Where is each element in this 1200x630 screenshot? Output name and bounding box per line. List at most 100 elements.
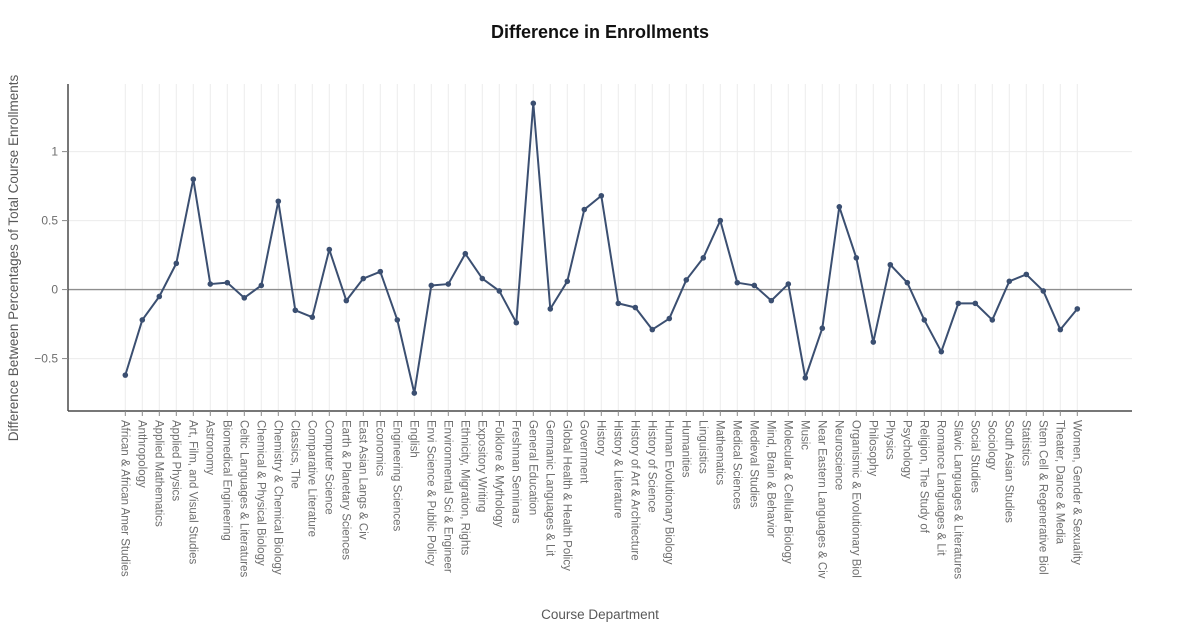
data-point: [309, 314, 316, 320]
category-label: Social Studies: [969, 420, 981, 493]
data-point: [717, 217, 724, 224]
category-label: Applied Physics: [170, 420, 182, 501]
category-label: Mind, Brain & Behavior: [765, 420, 777, 538]
data-point: [1040, 288, 1047, 294]
category-label: Chemistry & Chemical Biology: [272, 420, 284, 575]
data-point: [173, 260, 180, 267]
data-point: [802, 375, 809, 381]
data-point: [921, 317, 928, 323]
category-label: History: [595, 420, 607, 456]
category-label: History & Literature: [612, 420, 624, 518]
data-point: [1023, 271, 1030, 278]
category-label: Romance Languages & Lit: [935, 420, 947, 556]
category-label: Freshman Seminars: [510, 420, 522, 524]
category-label: Mathematics: [714, 420, 726, 485]
category-label: Astronomy: [204, 420, 216, 475]
category-label: Psychology: [901, 420, 913, 479]
category-label: Physics: [884, 420, 896, 460]
category-label: Envi Science & Public Policy: [425, 420, 437, 566]
category-label: Music: [799, 420, 811, 450]
data-point: [819, 325, 826, 332]
category-label: Germanic Languages & Lit: [544, 420, 556, 557]
category-label: Sociology: [986, 420, 998, 470]
category-label: Medieval Studies: [748, 420, 760, 508]
category-label: Anthropology: [136, 420, 148, 488]
data-point: [751, 282, 758, 289]
data-point: [122, 372, 129, 378]
data-point: [241, 295, 248, 301]
data-point: [190, 176, 197, 183]
category-label: Earth & Planetary Sciences: [340, 420, 352, 560]
data-point: [649, 326, 656, 333]
data-point: [836, 203, 843, 210]
data-point: [394, 317, 401, 323]
data-point: [462, 250, 469, 257]
data-point: [853, 255, 860, 261]
data-point: [632, 304, 639, 311]
category-label: Engineering Sciences: [391, 420, 403, 531]
data-point: [513, 319, 520, 326]
category-label: Expository Writing: [476, 420, 488, 512]
category-label: Economics: [374, 420, 386, 476]
chart-title: Difference in Enrollments: [490, 22, 710, 42]
category-label: Linguistics: [697, 420, 709, 474]
data-point: [887, 261, 894, 268]
category-label: Theater, Dance & Media: [1054, 420, 1066, 545]
category-label: Women, Gender & Sexuality: [1071, 420, 1083, 565]
data-point: [700, 255, 707, 261]
data-point: [547, 306, 554, 312]
category-label: Biomedical Engineering: [221, 420, 233, 541]
data-point: [292, 307, 299, 314]
category-label: South Asian Studies: [1003, 420, 1015, 523]
data-point: [258, 282, 265, 289]
data-point: [479, 275, 486, 282]
category-label: Human Evolutionary Biology: [663, 420, 675, 565]
data-point: [275, 198, 282, 205]
data-point: [326, 246, 333, 253]
category-label: Applied Mathematics: [153, 420, 165, 527]
data-point: [445, 281, 452, 287]
category-label: Comparative Literature: [306, 420, 318, 537]
category-label: Organismic & Evolutionary Biol: [850, 420, 862, 578]
data-point: [972, 300, 979, 307]
category-label: English: [408, 420, 420, 458]
data-point: [156, 293, 163, 300]
category-label: Art, Film, and Visual Studies: [187, 420, 199, 564]
data-point: [955, 300, 962, 307]
data-point: [870, 339, 877, 345]
data-point: [734, 279, 741, 286]
category-label: General Education: [527, 420, 539, 515]
data-point: [581, 206, 588, 213]
data-point: [904, 279, 911, 286]
data-point: [496, 288, 503, 294]
category-label: Molecular & Cellular Biology: [782, 420, 794, 564]
x-axis-title: Course Department: [541, 607, 659, 622]
category-label: Philosophy: [867, 420, 879, 477]
category-label: Statistics: [1020, 420, 1032, 466]
data-point: [377, 268, 384, 275]
data-point: [615, 300, 622, 307]
category-label: Near Eastern Languages & Civ: [816, 420, 828, 579]
category-label: History of Art & Architecture: [629, 420, 641, 561]
category-label: Slavic Languages & Literatures: [952, 420, 964, 579]
category-label: Global Health & Health Policy: [561, 420, 573, 571]
y-tick-label: −0.5: [34, 352, 58, 366]
category-label: Humanities: [680, 420, 692, 478]
category-label: Classics, The: [289, 420, 301, 489]
data-point: [564, 278, 571, 285]
category-label: Environmental Sci & Engineer: [442, 420, 454, 573]
category-label: Religion, The Study of: [918, 420, 930, 534]
category-label: African & African Amer Studies: [119, 420, 131, 577]
category-label: East Asian Langs & Civ: [357, 420, 369, 540]
data-point: [598, 192, 605, 199]
data-point: [530, 100, 537, 107]
category-label: Neuroscience: [833, 420, 845, 490]
y-tick-label: 1: [51, 145, 58, 159]
data-point: [343, 297, 350, 304]
data-point: [768, 297, 775, 304]
category-label: Government: [578, 420, 590, 484]
data-point: [989, 317, 996, 323]
category-label: Chemical & Physical Biology: [255, 420, 267, 566]
